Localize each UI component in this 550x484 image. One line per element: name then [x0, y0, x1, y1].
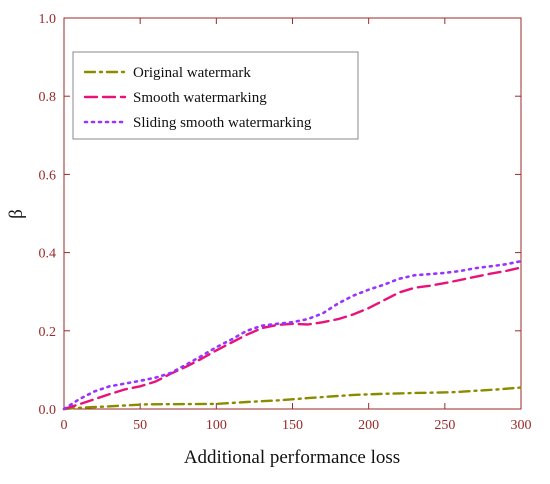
axis-ticks: 0 50 100 150 200 250 300 0.0 0.2 0.4 0.6 0.8 1.0: [39, 12, 532, 433]
y-tick-label: 0.4: [39, 247, 57, 262]
legend: Original watermark Smooth watermarking Sli…: [72, 51, 359, 140]
x-tick-label: 300: [511, 418, 532, 433]
legend-label-1: Original watermark: [133, 65, 251, 81]
x-tick-label: 0: [61, 418, 68, 433]
legend-box: [72, 51, 359, 140]
legend-label-3: Sliding smooth watermarking: [133, 115, 312, 131]
x-axis-title: Additional performance loss: [184, 447, 400, 468]
x-tick-label: 100: [206, 418, 227, 433]
series-line-2: [62, 266, 523, 411]
y-axis-title: β: [6, 209, 27, 219]
y-tick-label: 0.8: [39, 90, 57, 105]
y-tick-label: 0.2: [39, 325, 57, 340]
y-tick-label: 1.0: [39, 12, 57, 27]
series-line-3: [62, 259, 523, 411]
y-tick-label: 0.6: [39, 168, 57, 183]
y-tick-label: 0.0: [39, 403, 57, 418]
legend-items: Original watermark Smooth watermarking Sli…: [83, 65, 312, 131]
x-tick-label: 200: [358, 418, 379, 433]
series-line-1: [62, 386, 523, 411]
series-layer: [62, 259, 523, 411]
x-tick-label: 150: [282, 418, 303, 433]
x-tick-label: 250: [434, 418, 455, 433]
x-tick-label: 50: [133, 418, 147, 433]
legend-label-2: Smooth watermarking: [133, 90, 267, 106]
